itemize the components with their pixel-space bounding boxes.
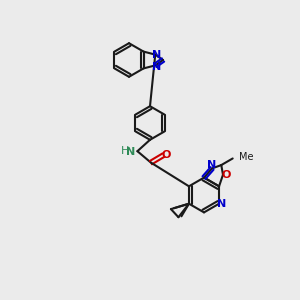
- Text: O: O: [162, 149, 171, 160]
- Text: N: N: [126, 147, 135, 157]
- Text: N: N: [218, 199, 227, 209]
- Text: O: O: [222, 170, 231, 180]
- Text: N: N: [208, 160, 217, 170]
- Text: N: N: [152, 62, 162, 72]
- Text: Me: Me: [239, 152, 253, 162]
- Text: N: N: [152, 50, 162, 60]
- Text: H: H: [121, 146, 129, 156]
